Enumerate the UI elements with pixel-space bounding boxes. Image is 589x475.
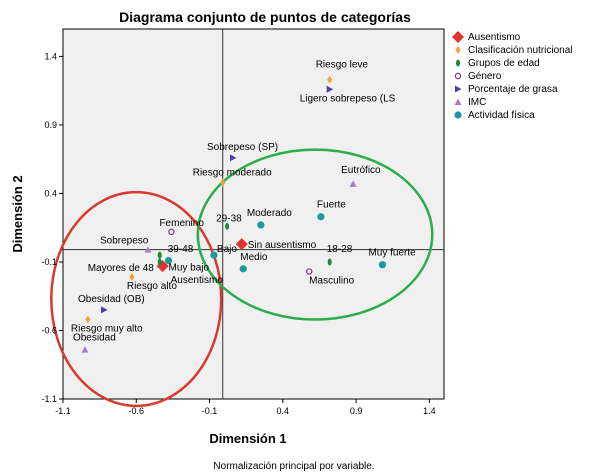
plot-area [62, 28, 445, 400]
annotation-ellipse-green [196, 148, 434, 321]
point-label-fuerte: Fuerte [317, 200, 346, 211]
x-tick-label: 1.4 [423, 406, 436, 416]
point-obesidad-ob [101, 306, 108, 314]
point-label-ausentismo: Ausentismo [171, 275, 224, 286]
point-bajo [210, 251, 218, 259]
point-39-48 [157, 251, 162, 259]
point-sobrepeso [144, 246, 152, 253]
point-label-riesgo-leve: Riesgo leve [316, 60, 369, 71]
point-label-muy-fuerte: Muy fuerte [368, 248, 416, 259]
point-riesgo-leve [327, 75, 333, 84]
point-label-29-38: 29-38 [216, 213, 242, 224]
point-ligero-sobrepeso-ls [326, 85, 334, 93]
point-18-28 [327, 258, 332, 266]
point-label-eutrofico: Eutrófico [341, 165, 381, 176]
legend-label-imc: IMC [468, 97, 486, 108]
y-tick-label: 1.4 [44, 51, 57, 61]
y-tick-label: -1.1 [41, 394, 57, 404]
y-tick-label: -0.6 [41, 325, 57, 335]
point-label-masculino: Masculino [309, 276, 354, 287]
point-label-riesgo-alto: Riesgo alto [127, 281, 177, 292]
legend-label-grupos-de-edad: Grupos de edad [468, 58, 540, 69]
legend-label-ausentismo: Ausentismo [468, 32, 521, 43]
point-label-sin-ausentismo: Sin ausentismo [248, 240, 317, 251]
x-axis-ticks: -1.1 -0.6 -0.1 0.4 0.9 1.4 [55, 399, 436, 416]
x-tick-label: 0.9 [350, 406, 363, 416]
legend-marker-imc [454, 98, 462, 105]
point-label-39-48: 39-48 [168, 244, 194, 255]
point-riesgo-moderado [220, 178, 226, 187]
point-label-moderado: Moderado [247, 208, 292, 219]
point-mayores-de-48 [157, 258, 162, 266]
point-riesgo-alto [129, 273, 135, 282]
legend-label-genero: Género [468, 71, 502, 82]
plot-marks: Sin ausentismo Ausentismo Riesgo leve Riesg… [50, 29, 444, 408]
chart-title: Diagrama conjunto de puntos de categoría… [119, 9, 411, 25]
y-tick-label: 0.9 [44, 120, 57, 130]
point-obesidad [81, 346, 89, 353]
point-medio [239, 265, 247, 273]
y-axis-label: Dimensión 2 [10, 175, 25, 252]
x-axis-label: Dimensión 1 [209, 431, 286, 446]
point-riesgo-muy-alto [85, 315, 91, 324]
point-eutrofico [349, 180, 357, 187]
annotation-ellipse-red [50, 190, 223, 408]
x-tick-label: 0.4 [277, 406, 290, 416]
point-label-muy-bajo: Muy bajo [169, 263, 210, 274]
point-label-medio: Medio [240, 252, 268, 263]
point-muy-bajo [164, 256, 173, 265]
legend-marker-clasificacion-nutricional [455, 46, 461, 54]
legend-marker-ausentismo [452, 31, 464, 43]
point-label-obesidad-ob: Obesidad (OB) [78, 294, 145, 305]
legend-label-clasificacion-nutricional: Clasificación nutricional [468, 45, 573, 56]
x-tick-label: -0.6 [129, 406, 145, 416]
point-masculino [305, 268, 313, 275]
point-29-38 [225, 222, 230, 230]
legend-marker-porcentaje-de-grasa [455, 85, 462, 93]
x-tick-label: -0.1 [202, 406, 218, 416]
legend-marker-actividad-fisica [454, 111, 462, 119]
point-femenino [168, 228, 175, 236]
point-label-riesgo-muy-alto: Riesgo muy alto [71, 324, 143, 335]
y-tick-label: 0.4 [44, 188, 57, 198]
point-sin-ausentismo [235, 238, 248, 251]
point-label-riesgo-moderado: Riesgo moderado [193, 167, 272, 178]
point-label-18-28: 18-28 [327, 244, 353, 255]
point-label-femenino: Femenino [159, 218, 204, 229]
x-tick-label: -1.1 [55, 406, 71, 416]
legend-label-porcentaje-de-grasa: Porcentaje de grasa [468, 84, 558, 95]
point-fuerte [317, 213, 325, 221]
point-muy-fuerte [378, 261, 387, 269]
normalization-note: Normalización principal por variable. [213, 461, 374, 472]
point-label-bajo: Bajo [217, 244, 237, 255]
y-tick-label: -0.1 [41, 257, 57, 267]
point-label-sobrepeso-sp: Sobrepeso (SP) [207, 142, 278, 153]
legend-label-actividad-fisica: Actividad física [468, 110, 535, 121]
legend-marker-grupos-de-edad [456, 59, 460, 67]
point-label-obesidad: Obesidad [73, 333, 116, 344]
legend-marker-genero [454, 72, 462, 80]
point-label-mayores-de-48: Mayores de 48 [88, 263, 155, 274]
point-label-sobrepeso: Sobrepeso [100, 236, 149, 247]
point-moderado [257, 221, 265, 229]
point-label-ligero-sobrepeso-ls: Ligero sobrepeso (LS [300, 93, 396, 104]
legend: Ausentismo Clasificación nutricional Grupo… [452, 31, 573, 121]
y-axis-ticks: -1.1 -0.6 -0.1 0.4 0.9 1.4 [41, 51, 63, 404]
point-sobrepeso-sp [229, 154, 237, 162]
